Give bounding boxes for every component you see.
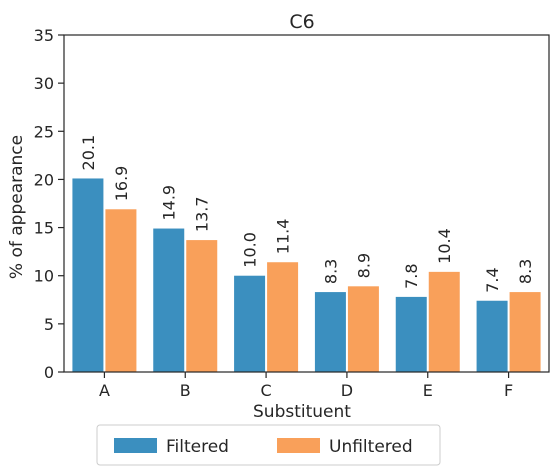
bar-unfiltered-D xyxy=(347,286,379,372)
plot-frame xyxy=(63,34,550,373)
x-tick-label: F xyxy=(504,381,513,400)
bar-unfiltered-E xyxy=(428,271,460,372)
bar-unfiltered-C xyxy=(267,262,299,372)
bar-filtered-C xyxy=(234,275,266,372)
chart-title: C6 xyxy=(289,11,314,33)
legend-swatch-unfiltered xyxy=(277,438,320,453)
legend: Filtered Unfiltered xyxy=(96,424,441,466)
bar-value-label: 7.4 xyxy=(483,267,502,292)
y-tick-label: 5 xyxy=(44,315,54,334)
x-axis: A B C D E F xyxy=(99,372,513,400)
bar-value-label: 14.9 xyxy=(160,185,179,221)
x-tick-label: A xyxy=(99,381,110,400)
bar-value-label: 20.1 xyxy=(79,135,98,171)
bar-filtered-D xyxy=(314,292,346,372)
bar-filtered-F xyxy=(476,300,508,372)
y-tick-label: 10 xyxy=(34,267,54,286)
y-axis: 0 5 10 15 20 25 30 35 xyxy=(34,26,64,382)
bar-filtered-E xyxy=(395,296,427,372)
y-axis-label: % of appearance xyxy=(7,135,27,279)
y-tick-label: 0 xyxy=(44,363,54,382)
bar-value-label: 8.3 xyxy=(516,259,535,284)
legend-label-filtered: Filtered xyxy=(166,437,229,457)
bar-unfiltered-F xyxy=(509,292,541,372)
x-tick-label: D xyxy=(341,381,353,400)
bar-value-label: 16.9 xyxy=(112,166,131,202)
bar-filtered-A xyxy=(72,178,104,372)
bar-value-label: 7.8 xyxy=(402,263,421,288)
bar-labels-group: 20.1 16.9 14.9 13.7 10.0 11.4 8.3 8.9 7.8 10.4 7.4… xyxy=(79,135,535,293)
x-tick-label: C xyxy=(260,381,271,400)
bar-value-label: 8.9 xyxy=(354,253,373,278)
y-tick-label: 25 xyxy=(34,122,54,141)
bar-unfiltered-A xyxy=(105,209,137,372)
bar-value-label: 13.7 xyxy=(193,196,212,232)
bar-value-label: 11.4 xyxy=(274,219,293,255)
bar-value-label: 8.3 xyxy=(321,259,340,284)
y-tick-label: 15 xyxy=(34,219,54,238)
bar-filtered-B xyxy=(153,228,185,372)
legend-swatch-filtered xyxy=(114,438,157,453)
bar-value-label: 10.4 xyxy=(435,228,454,264)
legend-label-unfiltered: Unfiltered xyxy=(329,437,413,457)
legend-box xyxy=(96,424,441,466)
y-tick-label: 35 xyxy=(34,26,54,45)
bar-value-label: 10.0 xyxy=(241,232,260,268)
x-tick-label: E xyxy=(423,381,433,400)
bar-unfiltered-B xyxy=(186,240,218,372)
y-tick-label: 20 xyxy=(34,170,54,189)
bars-group xyxy=(72,178,541,372)
y-tick-label: 30 xyxy=(34,74,54,93)
x-tick-label: B xyxy=(180,381,191,400)
x-axis-label: Substituent xyxy=(253,402,351,422)
